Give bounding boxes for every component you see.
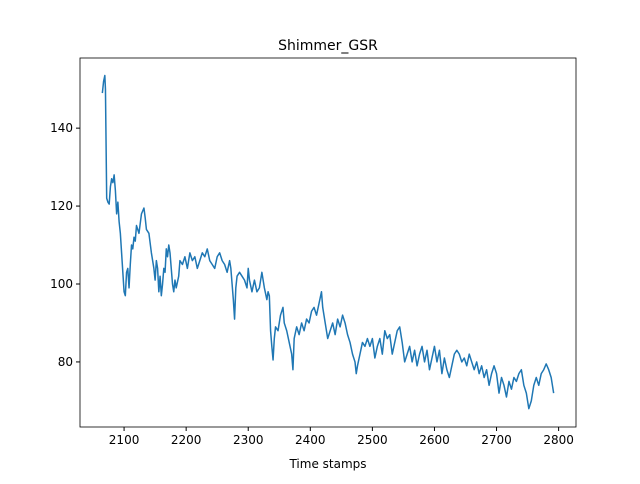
- y-tick-label: 140: [50, 121, 73, 135]
- data-line: [101, 74, 555, 410]
- x-axis-label: Time stamps: [288, 457, 366, 471]
- y-tick-label: 100: [50, 277, 73, 291]
- x-tick-label: 2800: [543, 433, 574, 447]
- x-tick-label: 2700: [481, 433, 512, 447]
- x-tick-label: 2600: [419, 433, 450, 447]
- x-tick-label: 2500: [357, 433, 388, 447]
- x-tick-label: 2100: [109, 433, 140, 447]
- y-tick-label: 80: [58, 355, 73, 369]
- plot-frame: [79, 57, 577, 428]
- x-tick-label: 2300: [233, 433, 264, 447]
- y-tick-label: 120: [50, 199, 73, 213]
- x-tick-label: 2400: [295, 433, 326, 447]
- x-tick-label: 2200: [171, 433, 202, 447]
- chart-title: Shimmer_GSR: [278, 38, 378, 54]
